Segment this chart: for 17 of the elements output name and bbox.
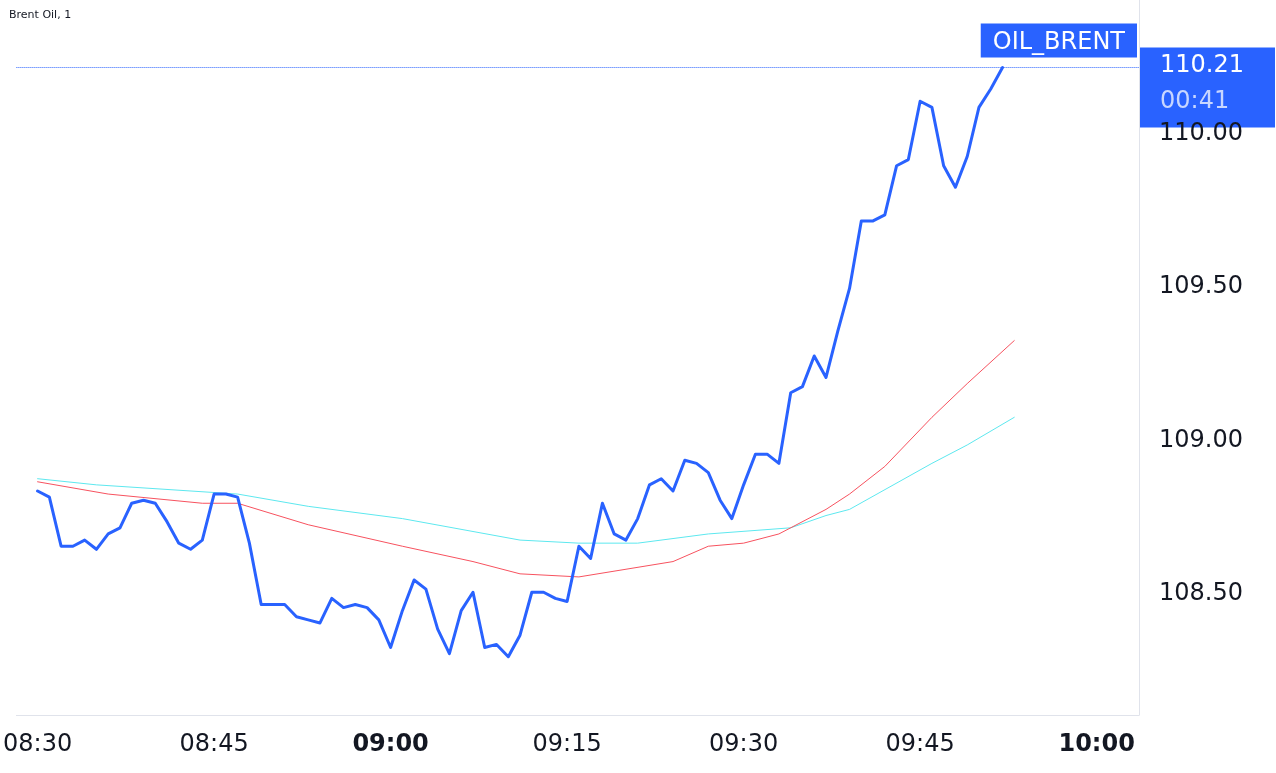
text: Brent Oil, 1: [9, 8, 72, 21]
ref-line-label: OIL_BRENT: [992, 26, 1126, 55]
y-tick-label: 109.50: [1159, 271, 1243, 300]
x-tick-label: 08:30: [3, 729, 73, 757]
y-tick-label: 109.00: [1159, 424, 1243, 453]
text: 110.21: [1160, 49, 1244, 78]
y-tick-label: 110.00: [1159, 117, 1243, 146]
x-tick-label: 10:00: [1058, 729, 1135, 757]
line-series: [37, 416, 1015, 544]
x-tick-label: 09:45: [885, 729, 955, 757]
text: 00:41: [1160, 85, 1230, 114]
x-tick-label: 09:15: [532, 729, 602, 757]
x-tick-label: 09:00: [352, 729, 429, 757]
y-tick-label: 108.50: [1159, 578, 1243, 607]
x-tick-label: 08:45: [179, 729, 249, 757]
x-tick-label: 09:30: [709, 729, 779, 757]
line-series: [37, 340, 1015, 578]
